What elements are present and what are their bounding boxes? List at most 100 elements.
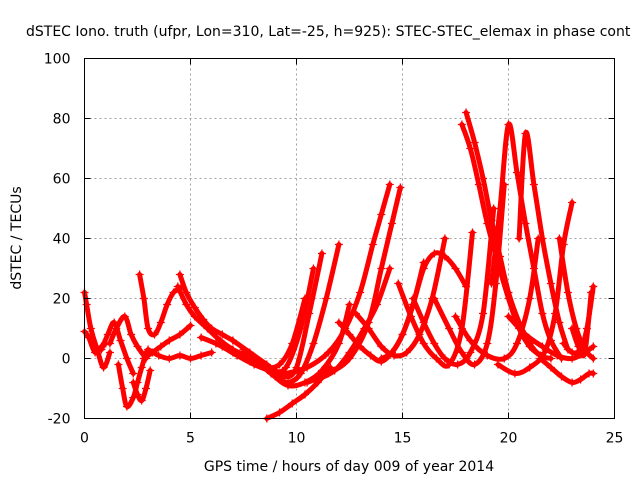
data-point bbox=[487, 279, 496, 288]
x-tick-label: 5 bbox=[186, 431, 195, 447]
data-point bbox=[218, 342, 227, 351]
data-point bbox=[451, 312, 460, 321]
data-point bbox=[432, 354, 441, 363]
data-point bbox=[525, 363, 534, 372]
data-point bbox=[156, 318, 165, 327]
x-tick-label: 15 bbox=[394, 431, 412, 447]
data-point bbox=[324, 348, 333, 357]
data-point bbox=[568, 198, 577, 207]
data-point bbox=[288, 399, 297, 408]
data-point bbox=[512, 168, 521, 177]
data-point bbox=[377, 210, 386, 219]
data-point bbox=[559, 339, 568, 348]
x-axis-label: GPS time / hours of day 009 of year 2014 bbox=[204, 459, 494, 475]
series-arc-22 bbox=[351, 234, 449, 360]
data-point bbox=[105, 348, 114, 357]
data-point bbox=[296, 324, 305, 333]
data-point bbox=[139, 294, 148, 303]
data-point bbox=[406, 312, 415, 321]
data-point bbox=[105, 339, 114, 348]
series-arc-09 bbox=[144, 345, 216, 363]
data-point bbox=[118, 384, 127, 393]
data-point bbox=[546, 354, 555, 363]
data-point bbox=[521, 219, 530, 228]
data-point bbox=[385, 180, 394, 189]
data-point bbox=[112, 324, 121, 333]
data-point bbox=[203, 324, 212, 333]
data-point bbox=[281, 369, 290, 378]
data-point bbox=[356, 342, 365, 351]
data-point bbox=[462, 108, 471, 117]
data-point bbox=[141, 384, 150, 393]
data-point bbox=[500, 354, 509, 363]
data-point bbox=[267, 369, 276, 378]
data-point bbox=[479, 174, 488, 183]
y-tick-label: -20 bbox=[48, 412, 71, 428]
data-point bbox=[127, 330, 136, 339]
data-point bbox=[211, 339, 220, 348]
data-point bbox=[430, 339, 439, 348]
data-point bbox=[576, 375, 585, 384]
data-point bbox=[309, 264, 318, 273]
data-point bbox=[430, 294, 439, 303]
data-point bbox=[345, 300, 354, 309]
data-point bbox=[300, 390, 309, 399]
data-point bbox=[589, 282, 598, 291]
data-point bbox=[207, 348, 216, 357]
data-point bbox=[487, 216, 496, 225]
series-line bbox=[353, 236, 448, 359]
data-point bbox=[330, 366, 339, 375]
data-point bbox=[409, 294, 418, 303]
data-point bbox=[504, 120, 513, 129]
data-point bbox=[137, 363, 146, 372]
data-point bbox=[466, 348, 475, 357]
data-point bbox=[334, 318, 343, 327]
data-point bbox=[546, 363, 555, 372]
y-tick-label: 0 bbox=[62, 352, 71, 368]
data-point bbox=[334, 240, 343, 249]
data-point bbox=[150, 330, 159, 339]
data-point bbox=[419, 264, 428, 273]
data-point bbox=[534, 234, 543, 243]
data-point bbox=[368, 240, 377, 249]
axis-ticks bbox=[84, 58, 615, 419]
data-point bbox=[303, 363, 312, 372]
series-arc-06 bbox=[135, 270, 187, 339]
data-point bbox=[129, 378, 138, 387]
data-point bbox=[589, 354, 598, 363]
chart-title: dSTEC Iono. truth (ufpr, Lon=310, Lat=-2… bbox=[26, 24, 631, 40]
data-point bbox=[483, 339, 492, 348]
series-layer bbox=[80, 108, 598, 423]
data-point bbox=[457, 348, 466, 357]
data-point bbox=[275, 408, 284, 417]
series-line bbox=[82, 290, 113, 371]
data-point bbox=[377, 264, 386, 273]
data-point bbox=[568, 378, 577, 387]
series-arc-34 bbox=[536, 354, 598, 387]
data-point bbox=[440, 252, 449, 261]
data-point bbox=[451, 264, 460, 273]
data-point bbox=[356, 288, 365, 297]
data-point bbox=[129, 369, 138, 378]
y-tick-label: 80 bbox=[53, 112, 71, 128]
y-tick-label: 20 bbox=[53, 292, 71, 308]
data-point bbox=[116, 336, 125, 345]
data-point bbox=[551, 309, 560, 318]
data-point bbox=[144, 324, 153, 333]
data-point bbox=[555, 318, 564, 327]
data-point bbox=[86, 324, 95, 333]
x-tick-label: 20 bbox=[500, 431, 518, 447]
data-point bbox=[538, 309, 547, 318]
data-point bbox=[470, 360, 479, 369]
data-point bbox=[175, 330, 184, 339]
data-point bbox=[144, 345, 153, 354]
data-point bbox=[250, 354, 259, 363]
data-point bbox=[163, 300, 172, 309]
data-point bbox=[587, 288, 596, 297]
data-point bbox=[137, 396, 146, 405]
data-point bbox=[351, 309, 360, 318]
series-arc-31 bbox=[451, 234, 543, 363]
data-point bbox=[568, 348, 577, 357]
data-point bbox=[364, 324, 373, 333]
